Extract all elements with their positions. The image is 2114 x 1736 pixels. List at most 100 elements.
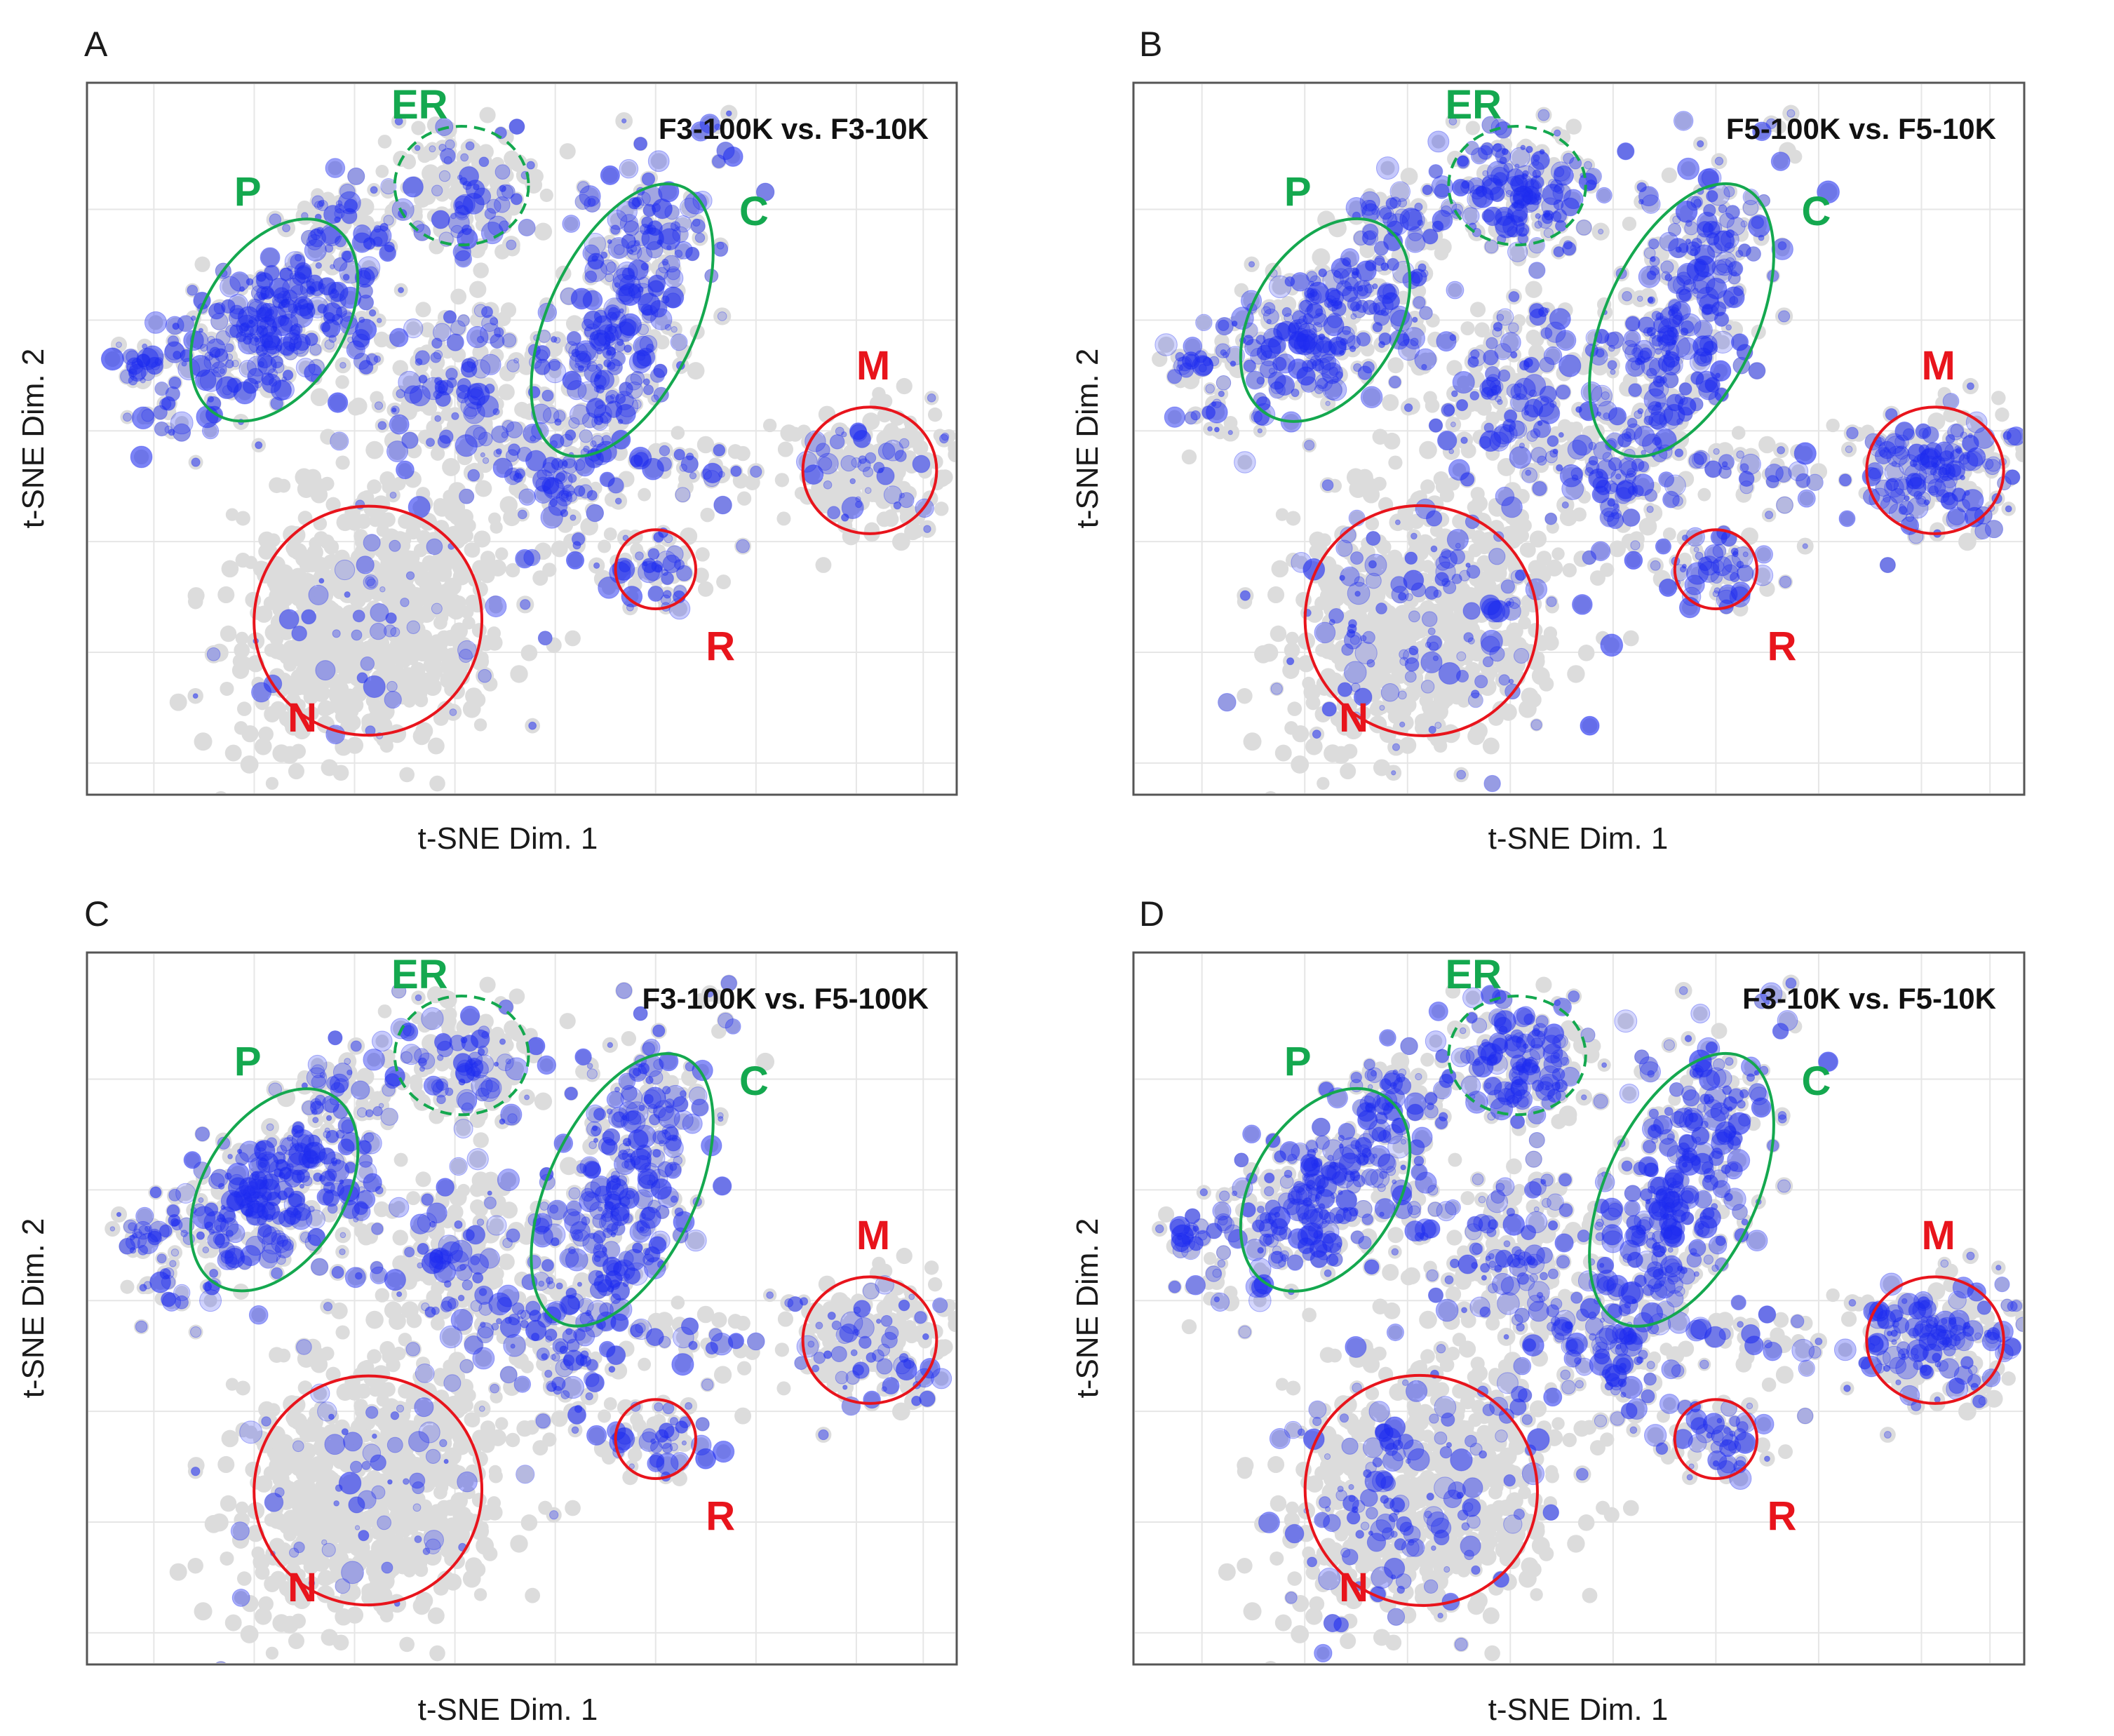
enriched-point — [626, 381, 643, 399]
protein-point — [356, 658, 371, 673]
protein-point — [490, 434, 504, 448]
protein-point — [418, 645, 434, 662]
enriched-point — [385, 612, 397, 624]
x-axis-label: t-SNE Dim. 1 — [418, 821, 598, 856]
protein-point — [320, 429, 336, 445]
protein-point — [445, 596, 461, 611]
protein-point — [220, 625, 237, 642]
enriched-point — [215, 330, 231, 346]
protein-point — [431, 179, 449, 197]
enriched-point — [317, 303, 328, 314]
protein-point — [1352, 802, 1369, 820]
enriched-point — [301, 609, 317, 625]
enriched-point — [574, 340, 597, 363]
protein-point — [425, 142, 440, 156]
protein-point — [443, 365, 461, 383]
protein-point — [395, 681, 411, 697]
region-label-n: N — [288, 695, 317, 741]
enriched-point — [443, 156, 452, 165]
protein-point — [780, 424, 798, 442]
protein-point — [341, 716, 358, 733]
protein-point — [496, 218, 512, 234]
protein-point — [701, 115, 718, 133]
enriched-point — [662, 255, 680, 273]
enriched-point — [455, 194, 476, 215]
enriched-point — [123, 412, 132, 422]
protein-point — [734, 537, 752, 555]
enriched-point — [161, 396, 176, 411]
protein-point — [185, 283, 200, 298]
enriched-point — [595, 400, 604, 410]
enriched-point — [614, 497, 622, 505]
protein-point — [279, 649, 295, 665]
enriched-point — [318, 578, 325, 584]
protein-point — [367, 479, 382, 494]
enriched-point — [335, 200, 343, 207]
protein-point — [317, 584, 334, 601]
enriched-point — [347, 167, 365, 185]
protein-point — [884, 509, 898, 523]
enriched-point — [621, 234, 637, 249]
enriched-point — [607, 209, 628, 230]
enriched-point — [584, 364, 602, 383]
enriched-point — [353, 353, 370, 370]
enriched-point — [855, 501, 863, 509]
enriched-point — [128, 375, 138, 386]
enriched-point — [630, 370, 645, 386]
enriched-point — [528, 721, 537, 730]
enriched-point — [272, 361, 285, 374]
enriched-point — [355, 318, 377, 341]
enriched-point — [883, 485, 903, 504]
enriched-point — [172, 322, 180, 330]
enriched-point — [827, 506, 841, 520]
protein-point — [840, 472, 858, 490]
enriched-point — [661, 295, 670, 304]
enriched-point — [282, 224, 290, 233]
enriched-point — [600, 259, 616, 275]
protein-point — [236, 656, 253, 672]
enriched-point — [466, 325, 489, 349]
enriched-point — [220, 276, 241, 297]
enriched-point — [339, 362, 346, 369]
enriched-point — [713, 443, 726, 457]
protein-point — [1526, 329, 1541, 345]
enriched-point — [415, 350, 431, 365]
protein-point — [469, 281, 487, 298]
enriched-point — [755, 182, 775, 201]
enriched-point — [541, 389, 554, 402]
enriched-point — [619, 159, 639, 179]
enriched-point — [446, 377, 457, 389]
protein-point — [187, 593, 203, 610]
protein-point — [358, 283, 373, 299]
enriched-point — [415, 358, 423, 366]
enriched-point — [583, 310, 602, 330]
enriched-point — [716, 141, 735, 161]
enriched-point — [379, 244, 396, 262]
enriched-point — [208, 302, 225, 320]
enriched-point — [583, 445, 590, 452]
protein-point — [666, 321, 682, 338]
protein-point — [396, 572, 410, 586]
enriched-point — [260, 247, 281, 268]
enriched-point — [537, 302, 558, 323]
enriched-point — [480, 354, 501, 375]
enriched-point — [939, 433, 949, 444]
protein-point — [438, 121, 457, 140]
enriched-point — [713, 495, 732, 515]
protein-point — [680, 527, 698, 545]
protein-point — [1284, 642, 1300, 659]
enriched-point — [324, 339, 335, 350]
enriched-point — [288, 335, 309, 355]
enriched-point — [657, 457, 672, 472]
panel-title: F3-100K vs. F3-10K — [659, 112, 929, 145]
protein-point — [380, 512, 396, 527]
enriched-point — [484, 208, 497, 220]
protein-point — [235, 511, 250, 526]
protein-point — [368, 514, 382, 527]
enriched-point — [251, 682, 272, 703]
enriched-point — [595, 363, 603, 371]
enriched-point — [325, 158, 346, 178]
enriched-point — [641, 227, 664, 250]
protein-point — [674, 486, 691, 503]
